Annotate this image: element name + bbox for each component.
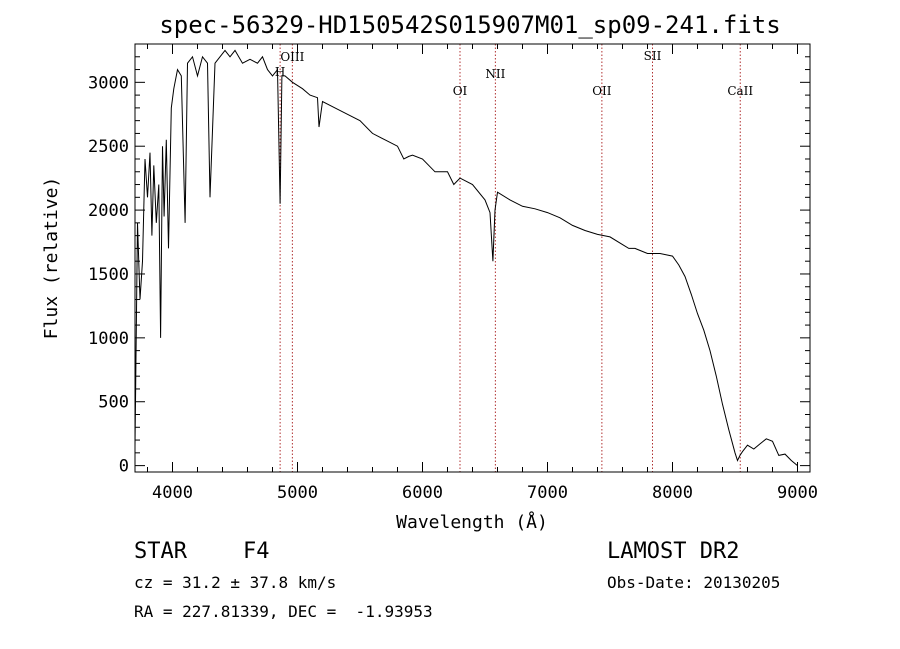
x-tick-label: 8000 [652, 483, 693, 503]
x-axis-label: Wavelength (Å) [396, 511, 548, 533]
marker-label-2: OI [453, 84, 468, 98]
y-tick-label: 1500 [88, 265, 129, 285]
marker-label-5: SII [644, 49, 662, 63]
chart-title: spec-56329-HD150542S015907M01_sp09-241.f… [159, 11, 780, 39]
object-subclass: F4 [243, 539, 270, 564]
y-tick-label: 0 [119, 457, 129, 477]
marker-label-1: OIII [280, 50, 304, 64]
coordinates-text: RA = 227.81339, DEC = -1.93953 [134, 602, 433, 621]
y-tick-label: 2000 [88, 201, 129, 221]
y-axis-label: Flux (relative) [41, 177, 62, 340]
y-tick-label: 3000 [88, 73, 129, 93]
x-tick-label: 5000 [277, 483, 318, 503]
marker-label-4: OII [592, 84, 612, 98]
survey-name: LAMOST DR2 [607, 539, 740, 564]
marker-label-0: H [275, 65, 285, 79]
x-tick-label: 6000 [402, 483, 443, 503]
x-tick-label: 4000 [152, 483, 193, 503]
spectrum-line [134, 49, 798, 466]
y-tick-label: 500 [98, 393, 129, 413]
y-tick-label: 2500 [88, 137, 129, 157]
marker-label-3: NII [485, 67, 505, 81]
plot-frame [134, 43, 811, 473]
marker-label-6: CaII [727, 84, 753, 98]
observation-date: Obs-Date: 20130205 [607, 573, 781, 592]
redshift-text: cz = 31.2 ± 37.8 km/s [134, 573, 337, 592]
x-tick-label: 9000 [777, 483, 818, 503]
y-tick-label: 1000 [88, 329, 129, 349]
axis-ticks: 4000 5000 6000 7000 8000 9000 0 500 1000 1500 2000… [88, 44, 818, 503]
object-type: STAR [134, 539, 187, 564]
x-tick-label: 7000 [527, 483, 568, 503]
